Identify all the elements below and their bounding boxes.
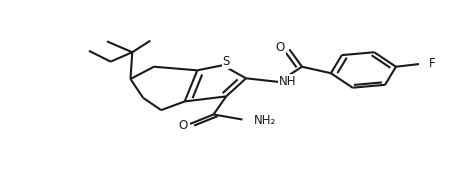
Text: NH₂: NH₂ — [254, 114, 276, 127]
Text: F: F — [429, 57, 436, 70]
Text: O: O — [276, 41, 285, 54]
Text: O: O — [178, 119, 187, 132]
Text: NH: NH — [279, 75, 296, 88]
Text: S: S — [222, 55, 230, 68]
